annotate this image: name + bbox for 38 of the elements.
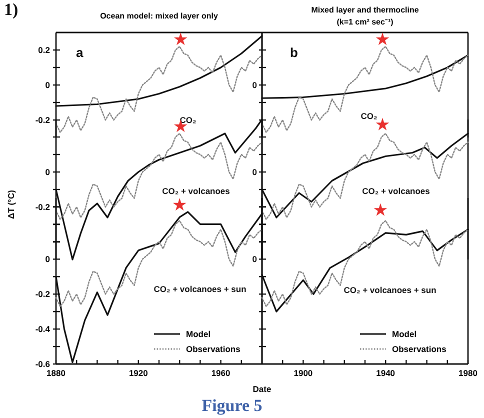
legend-label: Observations — [186, 344, 241, 354]
x-axis-title: Date — [252, 384, 272, 394]
x-tick-label: 1880 — [46, 368, 66, 378]
y-tick-label: -0.6 — [35, 358, 50, 369]
legend-label: Observations — [392, 344, 447, 354]
annotation: a — [76, 45, 84, 60]
y-tick-label: -0.2 — [35, 202, 50, 212]
y-axis-title: ΔT (°C) — [6, 190, 16, 219]
caption: Figure 5 — [202, 396, 262, 415]
annotation: 0 — [252, 80, 258, 90]
x-tick-label: 1920 — [128, 368, 148, 378]
line-series — [55, 220, 263, 307]
annotation: CO₂ — [360, 110, 378, 121]
y-tick-label: -0.2 — [35, 289, 50, 300]
annotation: 0 — [252, 254, 258, 264]
x-tick-label: 1960 — [211, 368, 231, 378]
y-tick-label: 0.2 — [38, 44, 50, 55]
chart-title: Ocean model: mixed layer only — [100, 12, 218, 20]
annotation: CO₂ — [180, 114, 196, 125]
y-tick-label: 0 — [45, 166, 50, 177]
x-tick-label: 1900 — [294, 368, 313, 378]
annotation: CO₂ + volcanoes — [362, 186, 430, 196]
y-tick-label: 0 — [45, 254, 50, 264]
text: 1) — [4, 0, 18, 19]
annotation: CO₂ + volcanoes — [162, 186, 230, 196]
y-tick-label: -0.4 — [35, 324, 50, 334]
x-tick-label: 1940 — [376, 368, 396, 378]
annotation: CO₂ + volcanoes + sun — [344, 284, 436, 295]
y-tick-label: 0 — [45, 80, 50, 90]
chart-subtitle: (k=1 cm² sec⁻¹) — [336, 18, 394, 26]
x-tick-label: 1980 — [458, 368, 478, 378]
y-tick-label: -0.2 — [35, 114, 50, 125]
legend-label: Model — [186, 328, 211, 339]
annotation: CO₂ + volcanoes + sun — [154, 284, 246, 294]
annotation: 0 — [252, 166, 258, 177]
annotation: b — [290, 45, 298, 60]
chart-title: Mixed layer and thermocline — [311, 6, 420, 14]
legend-label: Model — [392, 328, 417, 339]
